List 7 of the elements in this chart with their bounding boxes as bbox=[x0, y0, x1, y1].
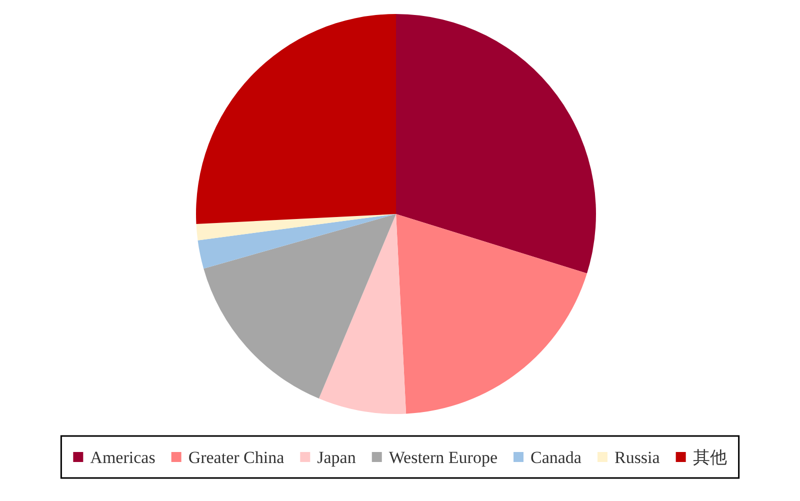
legend-label: Greater China bbox=[188, 448, 285, 467]
legend-label: 其他 bbox=[692, 448, 727, 467]
legend-label: Americas bbox=[90, 448, 156, 467]
legend-label: Japan bbox=[317, 448, 356, 467]
legend-label: Russia bbox=[614, 448, 660, 467]
legend-label: Western Europe bbox=[388, 448, 498, 467]
legend-label: Canada bbox=[530, 448, 582, 467]
